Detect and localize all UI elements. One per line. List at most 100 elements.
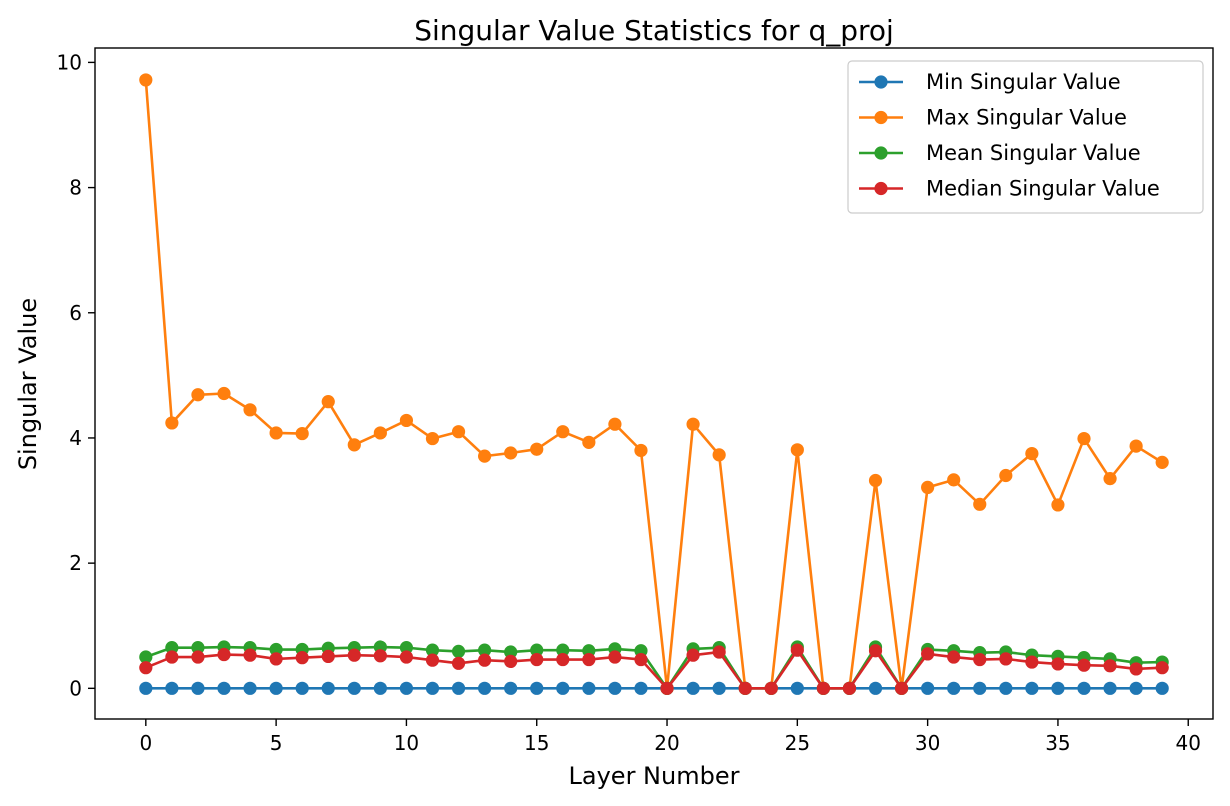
data-point [1155,455,1169,469]
data-point [165,681,179,695]
data-point [191,641,205,655]
data-point [425,653,440,667]
data-point [556,652,570,667]
data-point [269,642,283,657]
data-point [269,652,283,666]
data-point [451,425,466,439]
x-tick-label: 0 [139,731,152,755]
data-point [399,681,414,695]
series-line [144,79,1163,690]
data-point [1051,681,1065,695]
x-tick-label: 30 [915,731,940,755]
y-tick-label: 8 [69,176,82,200]
y-tick-label: 6 [69,301,82,325]
data-point [373,649,387,663]
data-point [1025,681,1039,695]
data-point [139,73,153,87]
legend-label: Median Singular Value [926,177,1160,201]
legend: Min Singular Value Max Singular Value Mean… [847,60,1204,214]
data-point [842,681,857,695]
data-point [321,681,335,695]
data-point [295,426,309,441]
legend-swatch-marker [874,75,888,89]
data-point [295,651,309,665]
data-point [868,681,883,695]
data-point [399,641,414,655]
x-tick-label: 35 [1045,731,1070,755]
data-point [191,681,205,695]
x-tick-label: 5 [270,731,283,755]
data-point [530,643,544,657]
data-point [973,497,987,511]
chart-title: Singular Value Statistics for q_proj [414,14,894,47]
x-tick-label: 15 [524,731,549,755]
y-axis-title: Singular Value [14,298,42,470]
data-point [1129,439,1143,453]
legend-label: Min Singular Value [926,70,1121,94]
y-tick-label: 0 [69,676,82,700]
data-point [1129,662,1143,676]
data-point [1025,655,1039,669]
data-point [686,417,700,431]
data-point [217,647,231,662]
data-point [1103,472,1117,486]
data-point [764,681,778,695]
x-tick-label: 20 [654,731,679,755]
data-point [139,681,153,695]
data-point [947,650,961,664]
data-point [556,425,570,439]
data-point [191,388,205,402]
data-point [504,681,518,695]
data-point [686,681,700,695]
data-point [425,431,440,446]
data-point [504,446,518,460]
series-line [145,645,1163,690]
data-point [217,386,231,401]
legend-swatch-marker [874,146,888,160]
data-point [556,643,570,657]
data-point [347,438,361,452]
legend-item: Mean Singular Value [859,141,1141,165]
data-point [712,681,726,695]
data-point [582,435,596,449]
data-point [399,413,414,428]
data-point [451,644,466,659]
data-point [451,656,466,670]
data-point [921,647,935,661]
data-point [295,681,309,695]
data-point [921,480,935,494]
data-point [530,681,544,695]
data-point [921,681,935,695]
series-layer [139,73,1169,695]
data-point [399,650,414,664]
data-point [530,652,544,667]
data-point [425,643,440,657]
data-point [217,681,231,695]
data-point [608,681,622,695]
data-point [1155,661,1169,675]
data-point [999,652,1013,666]
data-point [947,681,961,695]
data-point [868,644,883,658]
data-point [373,426,387,440]
data-point [816,681,830,695]
data-point [608,417,622,431]
series-line [145,648,1163,690]
data-point [243,403,257,417]
data-point [790,681,804,695]
data-point [582,652,596,667]
data-point [139,650,153,664]
x-axis-title: Layer Number [569,762,740,790]
data-point [634,681,648,695]
data-point [269,681,283,695]
data-point [1077,431,1091,446]
data-point [790,643,804,657]
data-point [1103,681,1117,695]
data-point [738,681,752,695]
data-point [321,649,335,664]
legend-item: Median Singular Value [859,177,1160,201]
data-point [1103,659,1117,673]
data-point [530,442,544,456]
legend-box [847,60,1204,214]
